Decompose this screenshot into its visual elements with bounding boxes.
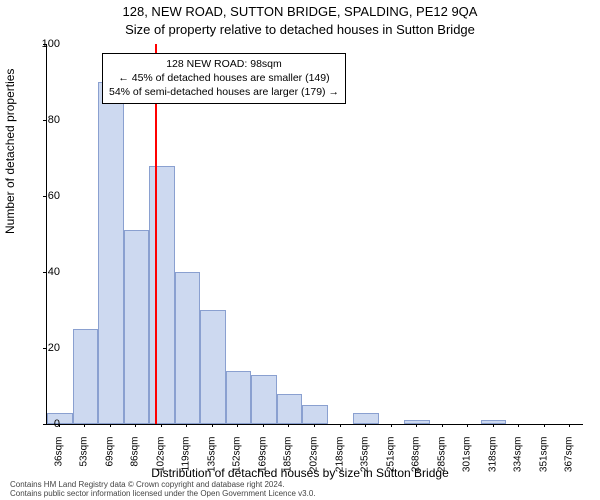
histogram-bar: [200, 310, 226, 424]
footer-line1: Contains HM Land Registry data © Crown c…: [10, 480, 316, 489]
x-tick-mark: [161, 424, 162, 427]
x-tick-mark: [569, 424, 570, 427]
x-tick-mark: [493, 424, 494, 427]
info-line: 54% of semi-detached houses are larger (…: [109, 85, 339, 99]
y-tick-mark: [43, 348, 46, 349]
x-tick-label: 301sqm: [462, 437, 473, 477]
x-tick-mark: [365, 424, 366, 427]
x-tick-label: 102sqm: [155, 437, 166, 477]
plot-area: 128 NEW ROAD: 98sqm← 45% of detached hou…: [46, 44, 583, 425]
histogram-bar: [277, 394, 303, 424]
histogram-bar: [73, 329, 99, 424]
x-tick-label: 218sqm: [334, 437, 345, 477]
x-tick-mark: [416, 424, 417, 427]
x-tick-label: 235sqm: [360, 437, 371, 477]
x-tick-label: 152sqm: [232, 437, 243, 477]
x-tick-mark: [544, 424, 545, 427]
x-tick-label: 119sqm: [181, 437, 192, 477]
y-axis-label: Number of detached properties: [3, 69, 17, 234]
x-tick-label: 169sqm: [257, 437, 268, 477]
x-tick-mark: [391, 424, 392, 427]
histogram-bar: [226, 371, 252, 424]
chart-title-main: 128, NEW ROAD, SUTTON BRIDGE, SPALDING, …: [0, 4, 600, 19]
histogram-bar: [149, 166, 175, 424]
x-tick-mark: [442, 424, 443, 427]
y-tick-mark: [43, 424, 46, 425]
x-tick-label: 318sqm: [487, 437, 498, 477]
x-tick-mark: [263, 424, 264, 427]
y-tick-mark: [43, 196, 46, 197]
x-tick-label: 268sqm: [411, 437, 422, 477]
x-axis-label: Distribution of detached houses by size …: [0, 466, 600, 480]
x-tick-label: 251sqm: [385, 437, 396, 477]
x-tick-mark: [237, 424, 238, 427]
chart-title-sub: Size of property relative to detached ho…: [0, 22, 600, 37]
x-tick-mark: [314, 424, 315, 427]
x-tick-label: 36sqm: [53, 437, 64, 477]
histogram-bar: [251, 375, 277, 424]
x-tick-mark: [135, 424, 136, 427]
x-tick-label: 185sqm: [283, 437, 294, 477]
x-tick-mark: [340, 424, 341, 427]
x-tick-mark: [467, 424, 468, 427]
x-tick-label: 53sqm: [79, 437, 90, 477]
x-tick-label: 351sqm: [538, 437, 549, 477]
x-tick-label: 367sqm: [564, 437, 575, 477]
x-tick-label: 202sqm: [309, 437, 320, 477]
y-tick-mark: [43, 272, 46, 273]
info-line: 128 NEW ROAD: 98sqm: [109, 57, 339, 71]
y-tick-mark: [43, 120, 46, 121]
histogram-bar: [302, 405, 328, 424]
histogram-bar: [175, 272, 201, 424]
x-tick-mark: [518, 424, 519, 427]
x-tick-label: 334sqm: [513, 437, 524, 477]
x-tick-label: 69sqm: [104, 437, 115, 477]
x-tick-mark: [288, 424, 289, 427]
x-tick-mark: [186, 424, 187, 427]
x-tick-label: 135sqm: [206, 437, 217, 477]
y-tick-mark: [43, 44, 46, 45]
info-line: ← 45% of detached houses are smaller (14…: [109, 71, 339, 85]
histogram-bar: [98, 82, 124, 424]
x-tick-mark: [59, 424, 60, 427]
histogram-bar: [124, 230, 150, 424]
info-box: 128 NEW ROAD: 98sqm← 45% of detached hou…: [102, 53, 346, 104]
x-tick-label: 285sqm: [436, 437, 447, 477]
x-tick-mark: [84, 424, 85, 427]
chart-container: 128, NEW ROAD, SUTTON BRIDGE, SPALDING, …: [0, 0, 600, 500]
x-tick-mark: [110, 424, 111, 427]
histogram-bar: [353, 413, 379, 424]
footer-attribution: Contains HM Land Registry data © Crown c…: [10, 480, 316, 498]
footer-line2: Contains public sector information licen…: [10, 489, 316, 498]
x-tick-mark: [212, 424, 213, 427]
x-tick-label: 86sqm: [130, 437, 141, 477]
